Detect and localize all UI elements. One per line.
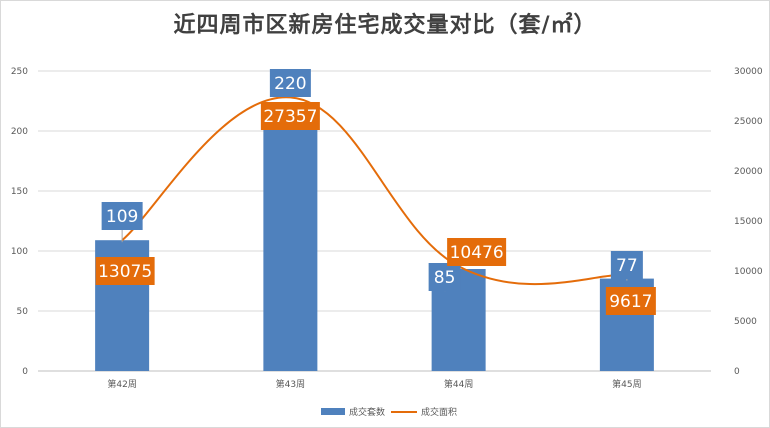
bar-data-label: 109 — [106, 207, 138, 227]
y-left-tick-label: 50 — [17, 307, 29, 317]
line-data-label: 10476 — [450, 243, 504, 263]
chart-title: 近四周市区新房住宅成交量对比（套/㎡） — [173, 13, 597, 38]
y-left-tick-label: 250 — [11, 67, 28, 77]
legend-bar-swatch — [321, 408, 345, 415]
x-tick-label: 第43周 — [276, 378, 305, 390]
bar-data-label-box — [101, 202, 143, 230]
line-data-label: 9617 — [609, 292, 652, 312]
y-right-tick-label: 25000 — [734, 117, 763, 127]
x-tick-label: 第42周 — [107, 378, 136, 390]
legend-line-label: 成交面积 — [421, 406, 457, 418]
y-right-tick-label: 0 — [734, 367, 740, 377]
y-left-tick-label: 100 — [11, 247, 28, 257]
bar — [263, 107, 318, 371]
bar-data-label: 85 — [434, 268, 456, 288]
y-left-tick-label: 200 — [11, 127, 28, 137]
bar-data-label: 220 — [274, 74, 306, 94]
y-right-tick-label: 20000 — [734, 167, 763, 177]
y-right-tick-label: 30000 — [734, 67, 763, 77]
y-right-tick-label: 5000 — [734, 317, 757, 327]
line-data-label: 13075 — [98, 262, 152, 282]
line-data-label-box — [605, 287, 656, 315]
y-left-tick-label: 0 — [22, 367, 28, 377]
bar-data-label-box — [610, 251, 643, 279]
x-tick-label: 第44周 — [444, 378, 473, 390]
y-right-tick-label: 10000 — [734, 267, 763, 277]
y-right-tick-label: 15000 — [734, 217, 763, 227]
x-tick-label: 第45周 — [612, 378, 641, 390]
bar-data-label-box — [428, 263, 461, 291]
bar-data-label-box — [269, 69, 311, 97]
bar-data-label: 77 — [616, 256, 638, 276]
line-data-label: 27357 — [263, 107, 317, 127]
line-data-label-box — [95, 257, 155, 285]
line-data-label-box — [447, 238, 507, 266]
legend-bar-label: 成交套数 — [349, 406, 385, 418]
series-line — [121, 96, 627, 286]
y-left-tick-label: 150 — [11, 187, 28, 197]
line-data-label-box — [260, 102, 320, 130]
